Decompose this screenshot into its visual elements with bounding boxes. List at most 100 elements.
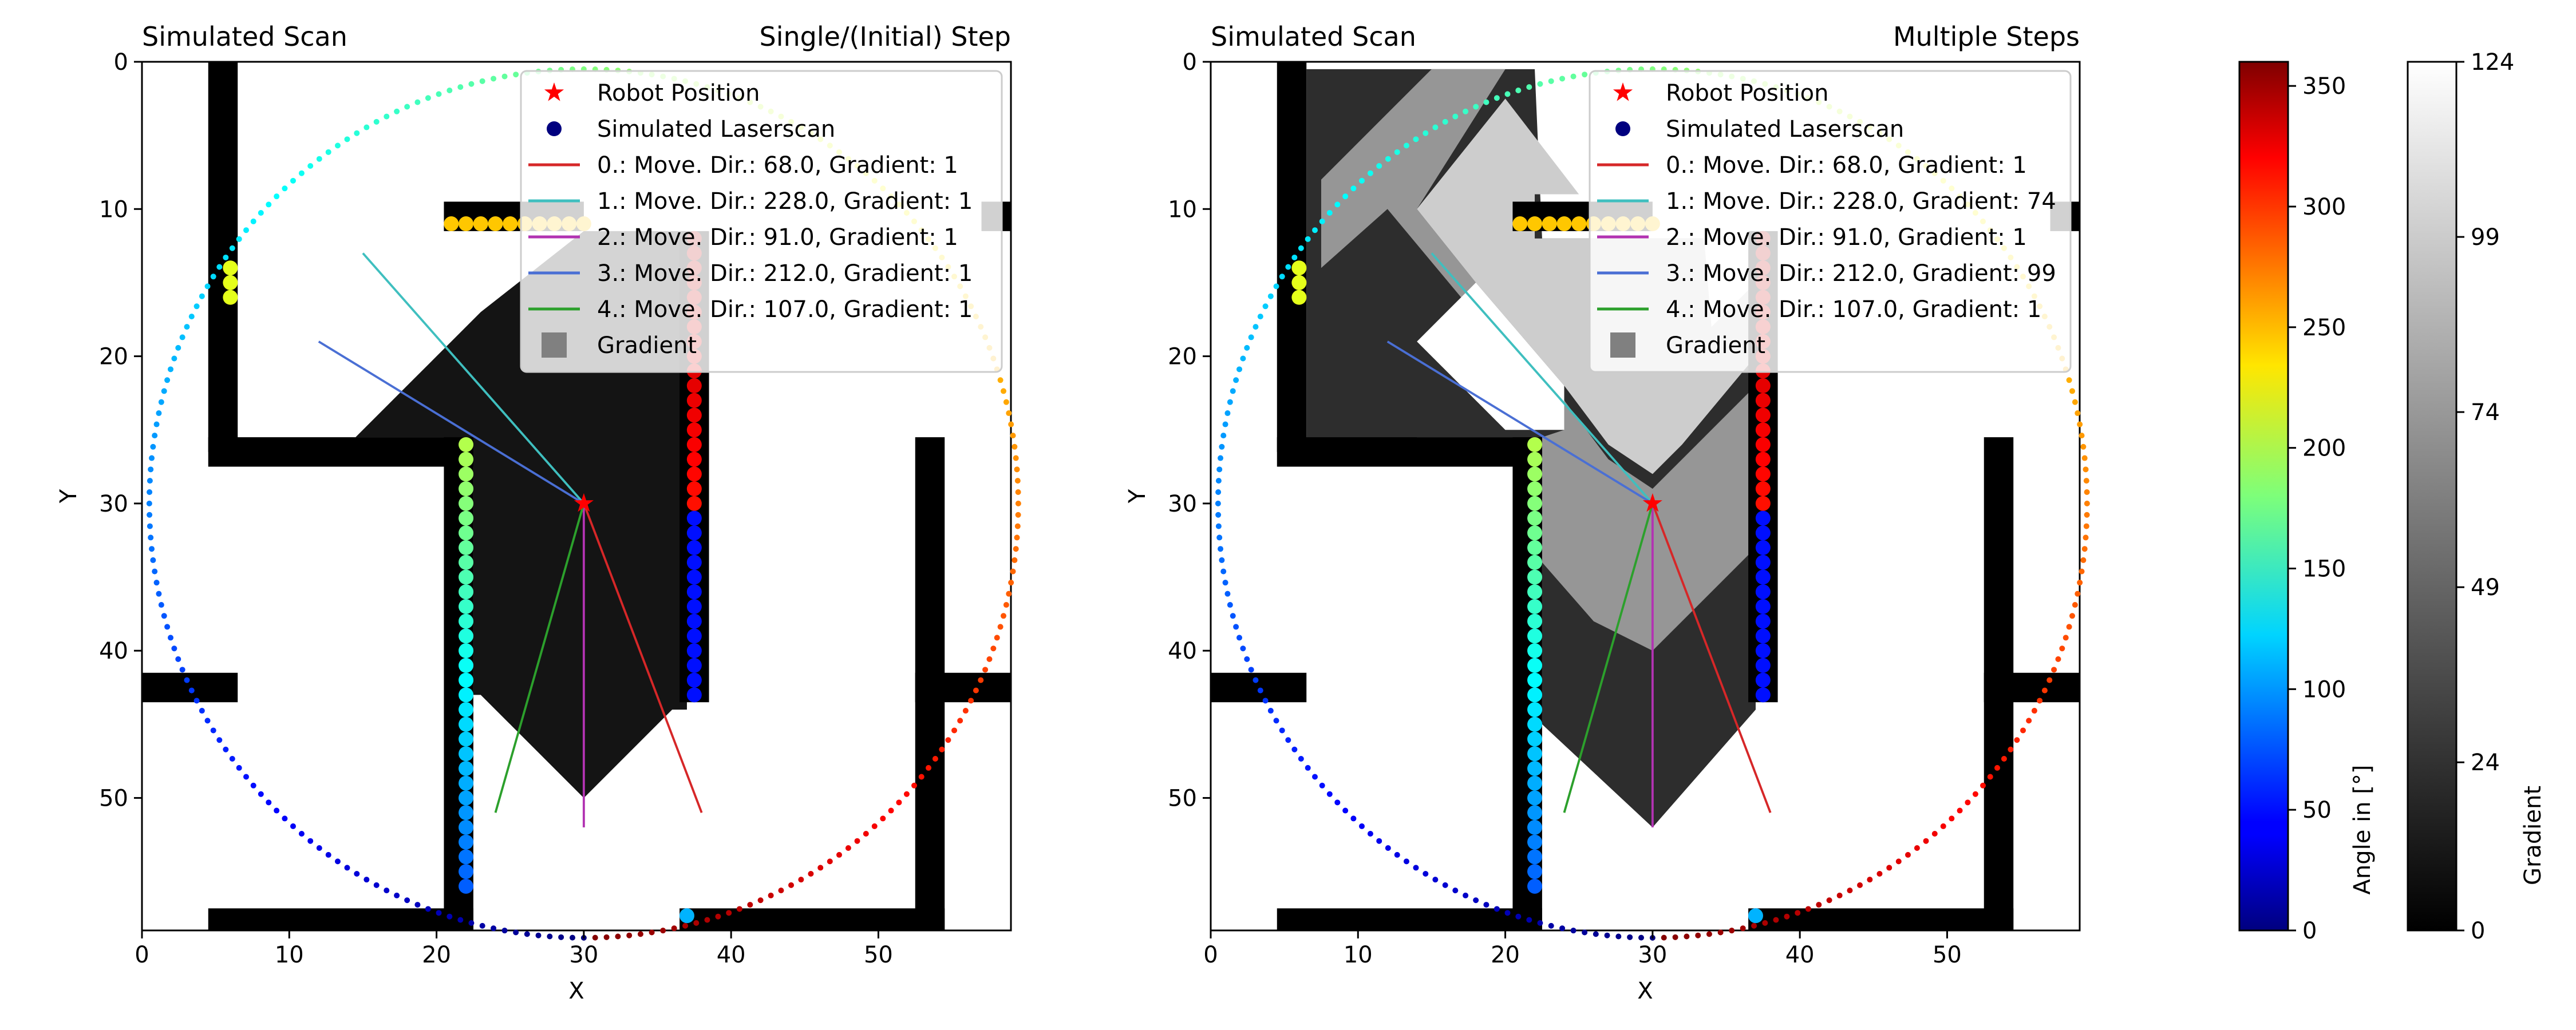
scan-point [175, 344, 181, 351]
scan-point [1638, 934, 1644, 941]
scan-point [535, 932, 542, 938]
scan-hit [223, 275, 238, 290]
scan-point [1593, 931, 1599, 937]
scan-point [193, 698, 200, 704]
scan-point [660, 928, 666, 934]
scan-point [2075, 410, 2081, 417]
scan-point [973, 687, 979, 694]
scan-hit [1291, 290, 1307, 305]
scan-point [1262, 698, 1269, 704]
scan-point [298, 170, 305, 176]
scan-point [1627, 934, 1633, 940]
scan-hit [1527, 746, 1543, 762]
scan-point [491, 925, 497, 932]
scan-hit [1291, 275, 1307, 290]
scan-point [384, 888, 390, 894]
scan-hit [1527, 628, 1543, 644]
scan-hit [1527, 466, 1543, 482]
scan-hit [1556, 216, 1572, 232]
scan-point [1367, 831, 1373, 837]
scan-hit [686, 599, 702, 614]
scan-point [1773, 917, 1779, 923]
scan-point [863, 831, 869, 837]
scan-point [1215, 512, 1222, 518]
scan-point [962, 708, 969, 714]
scan-point [2080, 557, 2087, 563]
scan-point [1244, 344, 1250, 351]
move-line [1431, 252, 1654, 505]
scan-hit [459, 731, 474, 747]
scan-point [199, 293, 205, 299]
scan-point [1442, 882, 1448, 888]
scan-point [1972, 791, 1978, 797]
scan-point [1358, 177, 1365, 184]
y-tick-label: 40 [1168, 638, 1197, 664]
scan-point [513, 929, 519, 936]
x-tick-label: 40 [1785, 942, 1815, 968]
legend-scan-marker [547, 121, 562, 136]
scan-point [344, 136, 350, 142]
scan-point [1385, 156, 1391, 162]
scan-hit [459, 819, 474, 835]
legend-line-label: 1.: Move. Dir.: 228.0, Gradient: 1 [597, 188, 973, 215]
scan-point [982, 667, 989, 673]
scan-point [1857, 882, 1863, 888]
scan-point [1267, 708, 1274, 714]
scan-point [1615, 933, 1622, 940]
scan-point [778, 888, 784, 894]
scan-point [373, 882, 380, 888]
scan-point [2083, 523, 2089, 529]
scan-point [404, 897, 410, 904]
scan-point [1319, 218, 1325, 224]
scan-point [501, 928, 508, 934]
scan-point [1504, 910, 1511, 916]
scan-point [1298, 755, 1304, 762]
scan-point [229, 245, 235, 251]
x-tick-label: 20 [1491, 942, 1520, 968]
legend-gradient-label: Gradient [597, 332, 697, 359]
scan-hit [1755, 466, 1771, 482]
scan-hit [686, 422, 702, 438]
scan-point [1423, 130, 1429, 136]
scan-point [1248, 334, 1254, 340]
scan-point [501, 73, 508, 80]
scan-hit [444, 216, 459, 232]
scan-point [266, 201, 272, 208]
scan-point [603, 934, 610, 940]
scan-point [2020, 727, 2026, 734]
scan-hit [503, 216, 518, 232]
scan-point [994, 635, 1000, 641]
scan-point [911, 782, 918, 789]
scan-point [146, 500, 152, 506]
scan-point [1257, 687, 1263, 694]
scan-point [2081, 455, 2088, 461]
scan-hit [686, 540, 702, 556]
colorbar-tick-label: 250 [2302, 315, 2346, 341]
axis-ticks: 0 10 20 30 40 50 0 10 20 30 40 50 [99, 49, 893, 968]
scan-hit [1755, 451, 1771, 467]
legend-gradient-swatch [542, 332, 567, 358]
scan-point [384, 113, 390, 120]
scan-point [1014, 534, 1020, 541]
scan-point [1876, 871, 1883, 877]
scan-point [150, 557, 156, 563]
scan-point [216, 264, 223, 270]
scan-point [266, 799, 272, 806]
scan-point [747, 902, 753, 908]
scan-hit [1755, 496, 1771, 511]
scan-point [1473, 104, 1479, 110]
scan-hit [1755, 584, 1771, 600]
scan-point [1253, 324, 1259, 330]
scan-hit [459, 775, 474, 791]
legend-box [520, 70, 1003, 373]
robot-star [1642, 493, 1662, 512]
panel-title-left: Simulated Scan [142, 21, 347, 52]
scan-hit [1527, 657, 1543, 673]
scan-point [798, 877, 804, 883]
scan-point [1836, 892, 1843, 898]
scan-hit [1755, 599, 1771, 614]
scan-point [1219, 557, 1225, 563]
scan-point [394, 108, 400, 114]
scan-hit [459, 628, 474, 644]
